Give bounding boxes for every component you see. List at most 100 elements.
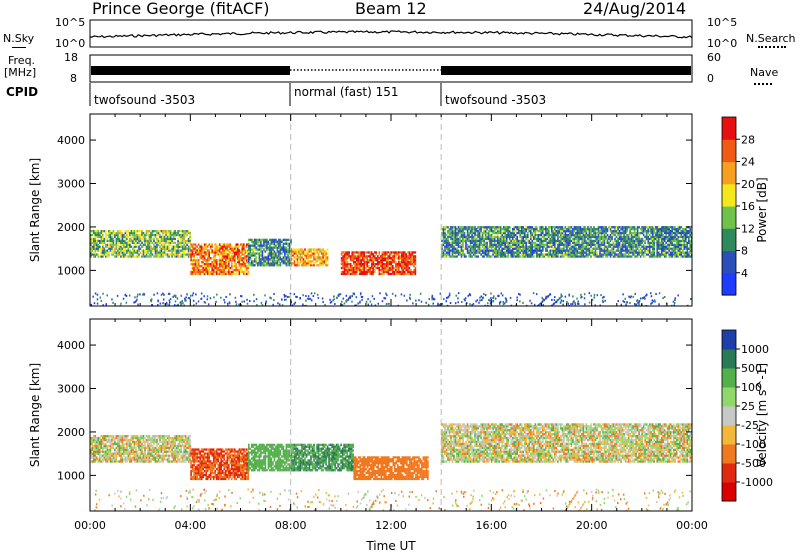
velocity-colorbar-label: Velocity [m s^-1] xyxy=(755,363,769,467)
beam-title: Beam 12 xyxy=(355,0,427,18)
cpid-segment-2: normal (fast) 151 xyxy=(294,85,399,99)
velocity-ytick-label-2: 3000 xyxy=(57,383,85,396)
freq-right-top: 60 xyxy=(707,51,721,64)
xtick-label-0: 00:00 xyxy=(74,519,106,532)
noise-right-top: 10^5 xyxy=(707,16,738,29)
noise-left-top: 10^5 xyxy=(55,16,86,29)
freq-label: Freq. xyxy=(8,54,36,67)
xaxis-label: Time UT xyxy=(365,539,416,553)
velocity-band-4 xyxy=(353,456,429,481)
power-colorbar-tick-label-3: 16 xyxy=(741,200,755,213)
velocity-colorbar-cell-4 xyxy=(722,406,736,426)
velocity-colorbar-tick-label-4: -25 xyxy=(741,419,759,432)
velocity-colorbar-tick-label-1: 500 xyxy=(741,362,762,375)
cpid-segment-3: twofsound -3503 xyxy=(445,93,547,107)
power-ytick-label-2: 3000 xyxy=(57,178,85,191)
power-ylabel: Slant Range [km] xyxy=(28,158,42,262)
power-colorbar-cell-4 xyxy=(722,183,736,207)
power-colorbar-tick-label-1: 8 xyxy=(741,245,748,258)
power-band-5 xyxy=(441,226,692,258)
power-colorbar-tick-label-6: 28 xyxy=(741,133,755,146)
power-colorbar-tick-label-0: 4 xyxy=(741,267,748,280)
nsky-label: N.Sky xyxy=(3,32,35,45)
velocity-panel-frame xyxy=(89,318,693,512)
freq-band-3 xyxy=(441,66,691,75)
power-ytick-label-0: 1000 xyxy=(57,264,85,277)
power-colorbar-cell-3 xyxy=(722,206,736,229)
power-panel-frame xyxy=(89,113,693,307)
velocity-band-0 xyxy=(90,435,191,463)
nsearch-legend-line xyxy=(758,46,786,48)
velocity-colorbar-cell-0 xyxy=(722,482,736,502)
velocity-colorbar-tick-label-2: 100 xyxy=(741,381,762,394)
velocity-band-2 xyxy=(248,443,292,472)
power-ytick-label-1: 2000 xyxy=(57,221,85,234)
power-colorbar-cell-6 xyxy=(722,139,736,163)
velocity-data-layer xyxy=(90,423,692,511)
freq-left-bottom: 8 xyxy=(70,72,77,85)
xtick-label-3: 12:00 xyxy=(375,519,407,532)
velocity-colorbar-cell-2 xyxy=(722,444,736,464)
xtick-label-1: 04:00 xyxy=(174,519,206,532)
velocity-colorbar-tick-label-5: -100 xyxy=(741,438,766,451)
velocity-colorbar-cell-6 xyxy=(722,368,736,388)
power-colorbar-label: Power [dB] xyxy=(755,177,769,242)
power-band-1 xyxy=(190,243,250,276)
power-colorbar: 4 8 12 16 20 24 28 xyxy=(721,116,755,296)
velocity-colorbar: 1000 500 100 25 -25 -100 -500 -1000 xyxy=(721,329,773,502)
velocity-colorbar-tick-label-0: 1000 xyxy=(741,343,769,356)
axes-layer: 1000 2000 3000 4000 1000 2000 3000 4000 00:00 04:… xyxy=(57,114,708,532)
power-colorbar-tick-label-2: 12 xyxy=(741,222,755,235)
power-colorbar-cell-5 xyxy=(722,161,736,185)
xtick-label-5: 20:00 xyxy=(576,519,608,532)
nave-label: Nave xyxy=(750,66,779,79)
power-colorbar-cell-1 xyxy=(722,250,736,274)
velocity-band-3 xyxy=(290,443,354,472)
power-colorbar-tick-label-4: 20 xyxy=(741,178,755,191)
station-title: Prince George (fitACF) xyxy=(92,0,270,18)
velocity-colorbar-tick-label-7: -1000 xyxy=(741,476,773,489)
noise-right-bottom: 10^0 xyxy=(707,37,738,50)
freq-left-top: 18 xyxy=(64,51,78,64)
velocity-ylabel: Slant Range [km] xyxy=(28,363,42,467)
xtick-label-6: 00:00 xyxy=(676,519,708,532)
noise-panel-frame xyxy=(89,19,693,48)
freq-panel-frame xyxy=(89,54,693,83)
velocity-band-1 xyxy=(190,448,250,481)
nsearch-label: N.Search xyxy=(746,32,796,45)
velocity-colorbar-tick-label-3: 25 xyxy=(741,400,755,413)
velocity-colorbar-cell-7 xyxy=(722,349,736,369)
power-band-2 xyxy=(248,238,292,267)
velocity-colorbar-cell-1 xyxy=(722,463,736,483)
freq-band-1 xyxy=(91,66,290,75)
velocity-ytick-label-3: 4000 xyxy=(57,339,85,352)
velocity-colorbar-cell-5 xyxy=(722,387,736,407)
velocity-ytick-label-0: 1000 xyxy=(57,469,85,482)
noise-sky-trace xyxy=(89,30,693,39)
xtick-label-2: 08:00 xyxy=(275,519,307,532)
velocity-colorbar-cell-8 xyxy=(722,330,736,350)
velocity-colorbar-cell-3 xyxy=(722,425,736,445)
cpid-segment-1: twofsound -3503 xyxy=(94,93,196,107)
power-colorbar-cell-2 xyxy=(722,228,736,252)
nave-legend-line xyxy=(754,83,772,85)
nsky-legend-line xyxy=(12,47,26,48)
freq-unit-label: [MHz] xyxy=(4,66,37,79)
velocity-band-5 xyxy=(441,423,692,463)
power-colorbar-tick-label-5: 24 xyxy=(741,156,755,169)
power-band-4 xyxy=(340,251,417,276)
noise-left-bottom: 10^0 xyxy=(55,37,86,50)
velocity-colorbar-tick-label-6: -500 xyxy=(741,457,766,470)
velocity-ytick-label-1: 2000 xyxy=(57,426,85,439)
date-title: 24/Aug/2014 xyxy=(583,0,687,18)
cpid-label: CPID xyxy=(6,85,39,99)
power-band-0 xyxy=(90,230,191,258)
velocity-colorbar-frame xyxy=(721,329,737,502)
power-band-3 xyxy=(290,248,329,267)
power-data-layer xyxy=(90,226,692,306)
power-colorbar-cell-0 xyxy=(722,272,736,296)
power-ytick-label-3: 4000 xyxy=(57,134,85,147)
xtick-label-4: 16:00 xyxy=(475,519,507,532)
freq-right-bottom: 0 xyxy=(707,72,714,85)
